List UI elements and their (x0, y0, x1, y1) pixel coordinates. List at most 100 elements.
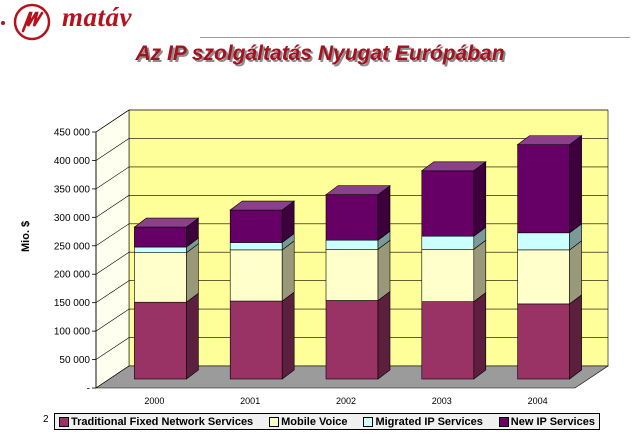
bar-front-face (134, 252, 187, 303)
x-tick-label: 2001 (240, 396, 260, 406)
bar-front-face (517, 303, 570, 380)
x-tick-label: 2002 (336, 396, 356, 406)
bar-2004-mobile-voice (517, 240, 582, 305)
bar-2002-mobile-voice (325, 239, 391, 302)
bar-front-face (517, 249, 570, 305)
bar-2003-mobile-voice (421, 239, 487, 303)
bar-side-face (473, 161, 487, 237)
legend-swatch (363, 416, 374, 427)
y-tick-label: 50 000 (59, 355, 90, 366)
y-tick-label: 450 000 (54, 128, 91, 139)
bar-2001-new-ip-services (229, 200, 296, 244)
bar-side-face (377, 185, 391, 241)
legend-label: Mobile Voice (281, 415, 348, 428)
x-tick-labels: 2000 2001 2002 2003 2004 (144, 396, 547, 406)
bar-2000-traditional-fixed-network-services (134, 292, 199, 380)
legend-item: Migrated IP Services (363, 415, 483, 428)
y-axis-label: Mio. $ (20, 220, 32, 252)
chart-bars (133, 135, 583, 380)
bar-side-face (281, 240, 295, 302)
bar-front-face (134, 246, 187, 254)
slide-title: Az IP szolgáltatás Nyugat Európában (135, 42, 505, 65)
x-tick-label: 2004 (528, 396, 548, 406)
bar-front-face (229, 242, 283, 251)
legend-swatch (269, 416, 280, 427)
bar-front-face (325, 248, 379, 301)
bar-front-face (229, 209, 283, 243)
bar-top-face (420, 161, 487, 172)
bar-side-face (569, 135, 582, 234)
bar-top-face (133, 217, 200, 228)
bar-stack-2000 (133, 217, 200, 380)
bar-top-face (516, 135, 583, 145)
bar-2001-traditional-fixed-network-services (229, 291, 295, 380)
y-tick-label: 350 000 (54, 184, 91, 195)
y-tick-label: 250 000 (54, 241, 91, 252)
legend-label: New IP Services (510, 415, 595, 428)
y-tick-label: 400 000 (54, 156, 91, 167)
bar-top-face (325, 185, 391, 195)
legend-swatch (498, 416, 509, 427)
legend-item: Traditional Fixed Network Services (59, 416, 253, 428)
bar-stack-2001 (229, 200, 296, 380)
bar-2003-migrated-ip-services (421, 226, 487, 250)
bar-side-face (377, 239, 391, 302)
bar-side-face (186, 243, 199, 303)
chart-legend: Traditional Fixed Network Services Mobile… (54, 413, 600, 430)
bar-stack-2003 (420, 161, 487, 380)
bar-stack-2004 (516, 135, 583, 380)
bar-2004-new-ip-services (516, 135, 583, 234)
matav-logo (1, 3, 51, 41)
bar-front-face (325, 300, 379, 380)
gridline (95, 138, 608, 161)
bar-front-face (421, 235, 475, 250)
bar-front-face (229, 249, 283, 302)
bar-side-face (569, 294, 582, 380)
bar-2002-traditional-fixed-network-services (325, 290, 391, 380)
bar-front-face (325, 194, 379, 241)
bar-side-face (186, 292, 199, 380)
legend-item: Mobile Voice (269, 415, 348, 428)
x-tick-label: 2003 (432, 396, 452, 406)
bar-front-face (325, 239, 379, 250)
bar-front-face (421, 170, 475, 237)
bar-2003-traditional-fixed-network-services (421, 292, 487, 380)
bar-side-face (281, 291, 295, 380)
bar-2004-traditional-fixed-network-services (517, 294, 582, 380)
bar-front-face (517, 232, 570, 251)
y-tick-label: 100 000 (54, 327, 91, 338)
y-tick-label: 300 000 (54, 213, 91, 224)
bar-side-face (473, 239, 487, 303)
gridline (95, 109, 608, 133)
bar-front-face (421, 248, 475, 302)
bar-top-face (229, 200, 296, 211)
bar-side-face (473, 292, 487, 380)
bar-2004-migrated-ip-services (517, 223, 582, 251)
page-number: 2 (43, 414, 49, 425)
bar-front-face (421, 301, 475, 380)
legend-swatch (59, 416, 69, 427)
legend-item: New IP Services (498, 415, 595, 428)
bar-side-face (569, 240, 582, 305)
bar-front-face (517, 144, 570, 234)
legend-label: Migrated IP Services (375, 415, 483, 428)
bar-side-face (377, 290, 391, 380)
x-tick-label: 2000 (144, 396, 164, 406)
side-wall (95, 109, 130, 389)
bar-2000-mobile-voice (134, 243, 199, 303)
y-tick-label: 150 000 (54, 298, 91, 309)
bar-front-face (134, 301, 187, 380)
bar-2003-new-ip-services (420, 161, 487, 237)
bar-front-face (134, 226, 187, 248)
header-divider (200, 37, 630, 38)
bar-front-face (229, 300, 283, 380)
legend-label: Traditional Fixed Network Services (71, 415, 254, 428)
bar-stack-2002 (325, 185, 391, 380)
y-tick-label: 200 000 (54, 270, 91, 281)
bar-2000-new-ip-services (133, 217, 200, 248)
bar-2001-mobile-voice (229, 240, 295, 302)
y-tick-labels: - 50 000 100 000 150 000 200 000 250 000 300 0… (54, 128, 91, 395)
y-tick-label: - (87, 384, 90, 395)
bar-2002-new-ip-services (325, 185, 391, 241)
